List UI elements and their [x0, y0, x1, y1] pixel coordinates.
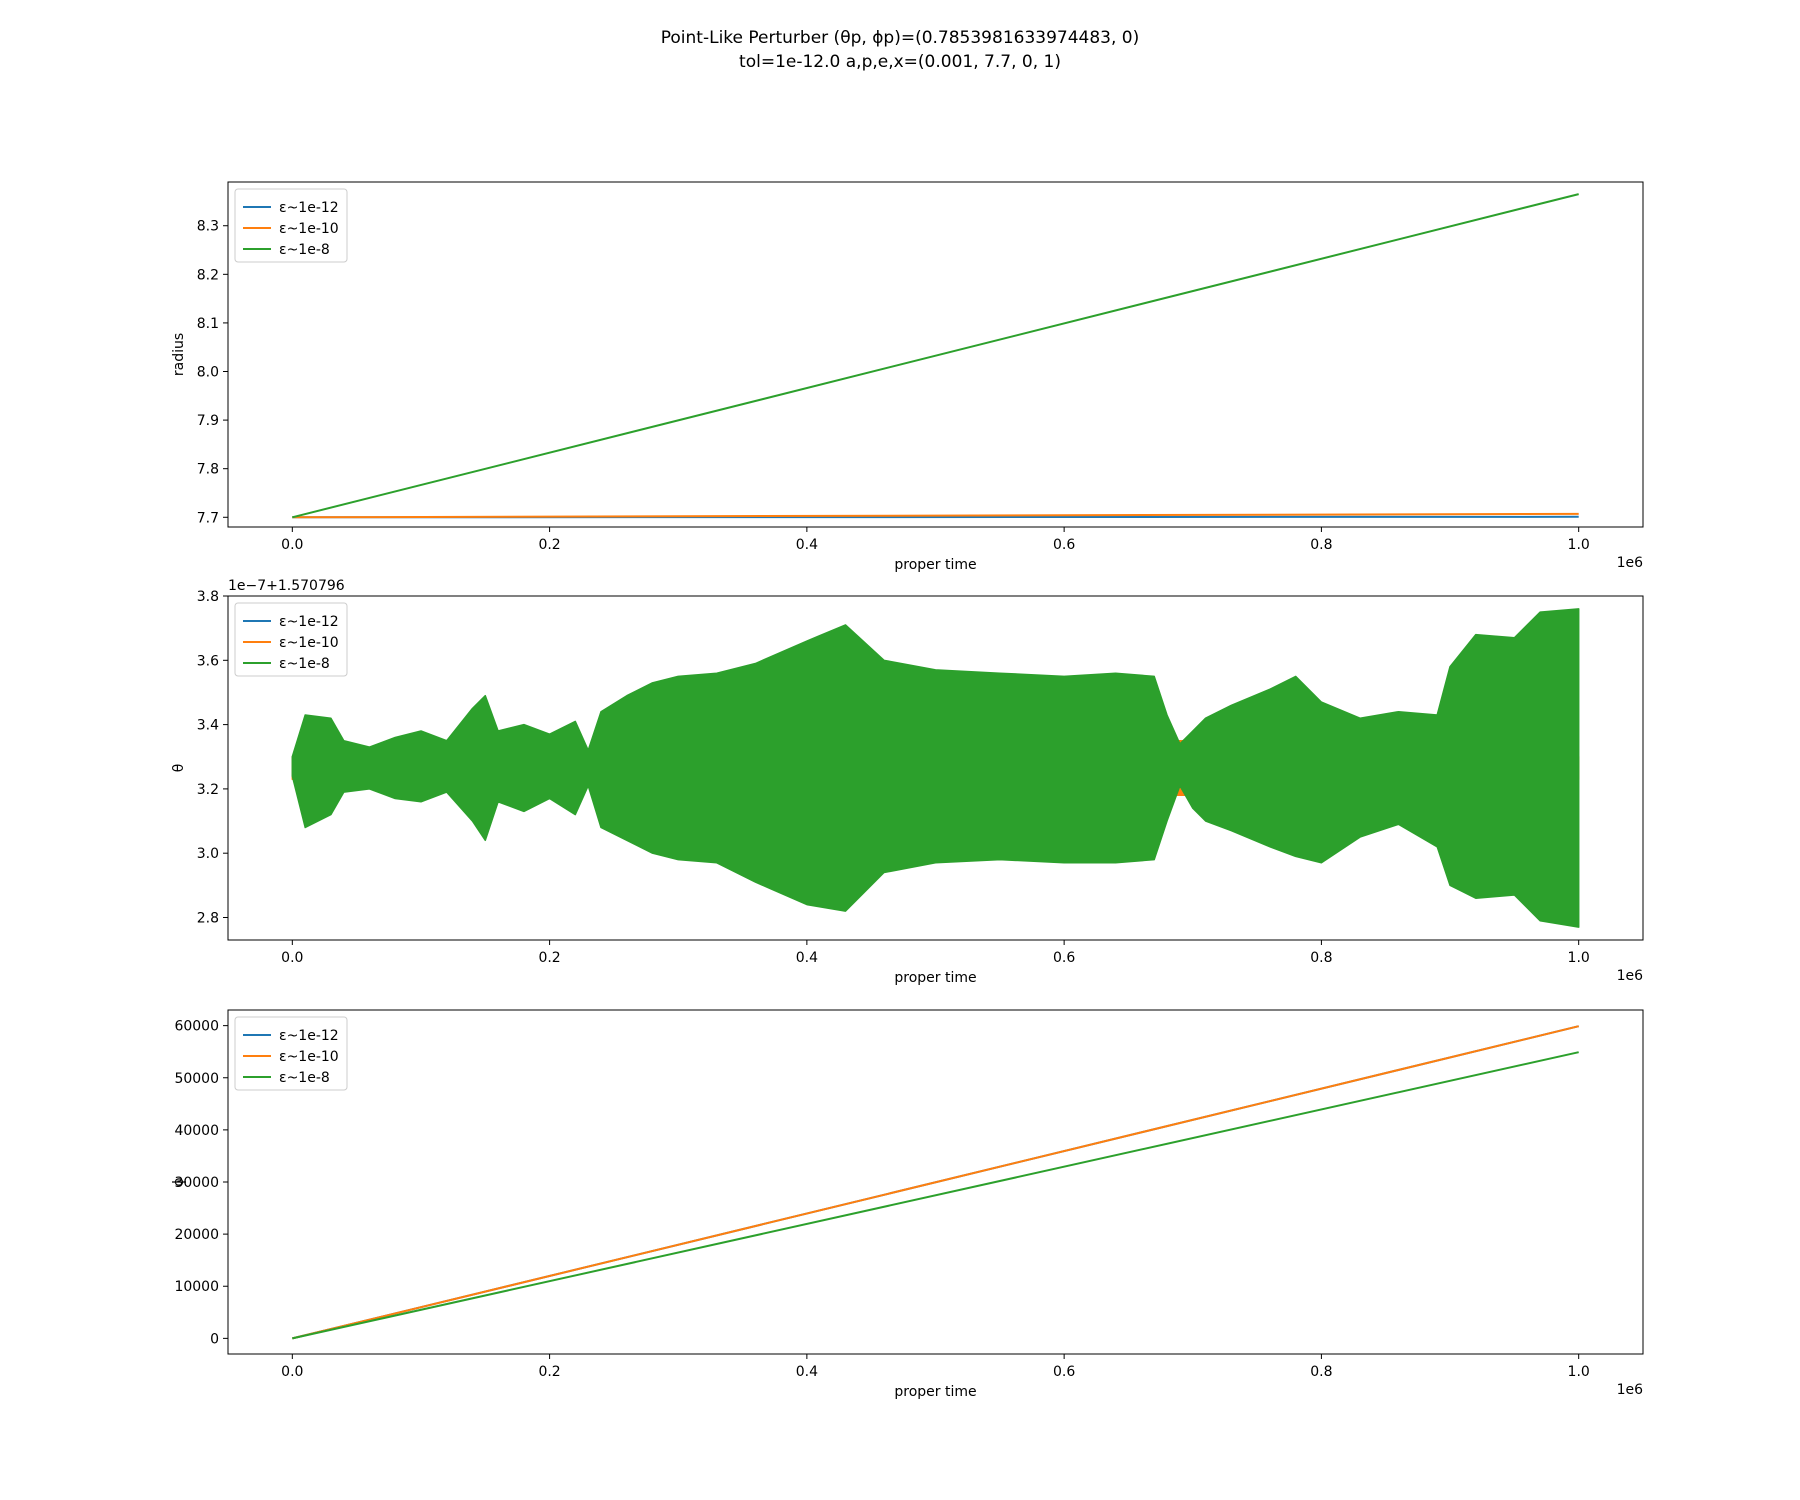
legend: ε~1e-12 ε~1e-10 ε~1e-8: [234, 602, 348, 677]
subplot-2: 0.0 0.2 0.4 0.6 0.8 1.0 2.8 3.0 3.2 3.4 3.6 3.8 prop…: [171, 578, 1644, 986]
y-tick-label: 40000: [174, 1123, 219, 1139]
legend-entry: ε~1e-12: [279, 614, 339, 630]
series-line-1: [292, 1025, 1579, 1340]
subplot-1: 0.0 0.2 0.4 0.6 0.8 1.0 7.7 7.8 7.9 8.0 8.1 8.2 8.3 p…: [171, 181, 1644, 573]
y-tick-label: 0: [210, 1331, 219, 1347]
x-tick-label: 0.6: [1053, 1364, 1075, 1380]
legend: ε~1e-12 ε~1e-10 ε~1e-8: [234, 188, 348, 263]
series-line-2: [292, 1051, 1579, 1340]
legend-entry: ε~1e-8: [279, 242, 330, 258]
plot-area: [291, 608, 1580, 928]
y-tick-label: 7.7: [197, 510, 219, 526]
y-axis-label: radius: [171, 333, 187, 376]
axes-frame: [227, 595, 1644, 941]
x-tick-label: 0.8: [1310, 1364, 1332, 1380]
x-axis-label: proper time: [894, 557, 976, 573]
series-line-2: [292, 193, 1579, 519]
y-tick-label: 3.8: [197, 589, 219, 605]
x-tick-label: 1.0: [1568, 1364, 1590, 1380]
y-tick-label: 50000: [174, 1071, 219, 1087]
y-tick-label: 20000: [174, 1227, 219, 1243]
y-tick-label: 10000: [174, 1279, 219, 1295]
x-tick-label: 0.4: [796, 1364, 818, 1380]
y-axis-label: θ: [171, 764, 187, 773]
x-tick-label: 0.0: [281, 537, 303, 553]
legend-entry: ε~1e-10: [279, 1049, 339, 1065]
x-tick-label: 0.0: [281, 950, 303, 966]
axes-frame: [227, 181, 1644, 528]
x-tick-label: 0.6: [1053, 537, 1075, 553]
y-tick-label: 8.1: [197, 316, 219, 332]
y-offset-text: 1e−7+1.570796: [228, 578, 345, 594]
legend-entry: ε~1e-12: [279, 200, 339, 216]
legend-entry: ε~1e-8: [279, 656, 330, 672]
y-tick-label: 30000: [174, 1175, 219, 1191]
x-tick-label: 1.0: [1568, 950, 1590, 966]
figure-title-line1: Point-Like Perturber (θp, ϕp)=(0.7853981…: [660, 28, 1140, 48]
y-tick-label: 8.2: [197, 267, 219, 283]
x-offset-text: 1e6: [1617, 555, 1644, 571]
y-tick-label: 3.4: [197, 718, 219, 734]
legend-entry: ε~1e-10: [279, 221, 339, 237]
y-tick-label: 2.8: [197, 910, 219, 926]
figure-title-line2: tol=1e-12.0 a,p,e,x=(0.001, 7.7, 0, 1): [739, 52, 1061, 72]
y-tick-label: 3.0: [197, 846, 219, 862]
y-axis-label: ϕ: [171, 1177, 187, 1186]
legend-entry: ε~1e-8: [279, 1070, 330, 1086]
y-tick-label: 8.0: [197, 365, 219, 381]
y-tick-label: 8.3: [197, 219, 219, 235]
y-tick-label: 60000: [174, 1019, 219, 1035]
x-tick-label: 0.6: [1053, 950, 1075, 966]
y-tick-label: 3.2: [197, 782, 219, 798]
legend-entry: ε~1e-12: [279, 1028, 339, 1044]
x-tick-label: 0.4: [796, 537, 818, 553]
x-axis-label: proper time: [894, 1384, 976, 1400]
x-tick-label: 0.2: [538, 1364, 560, 1380]
series-band-2: [291, 608, 1580, 928]
x-offset-text: 1e6: [1617, 968, 1644, 984]
plot-area: [292, 193, 1579, 519]
plot-area: [292, 1025, 1579, 1340]
y-tick-label: 7.9: [197, 413, 219, 429]
x-tick-label: 0.4: [796, 950, 818, 966]
x-tick-label: 1.0: [1568, 537, 1590, 553]
x-axis-label: proper time: [894, 970, 976, 986]
x-tick-label: 0.2: [538, 537, 560, 553]
x-tick-label: 0.0: [281, 1364, 303, 1380]
legend: ε~1e-12 ε~1e-10 ε~1e-8: [234, 1016, 348, 1091]
legend-entry: ε~1e-10: [279, 635, 339, 651]
y-tick-label: 3.6: [197, 653, 219, 669]
x-tick-label: 0.8: [1310, 950, 1332, 966]
x-tick-label: 0.2: [538, 950, 560, 966]
y-tick-label: 7.8: [197, 462, 219, 478]
x-offset-text: 1e6: [1617, 1382, 1644, 1398]
subplot-3: 0.0 0.2 0.4 0.6 0.8 1.0 0 10000 20000 30000 40000 5…: [171, 1009, 1644, 1400]
series-line-1: [292, 512, 1579, 519]
x-tick-label: 0.8: [1310, 537, 1332, 553]
